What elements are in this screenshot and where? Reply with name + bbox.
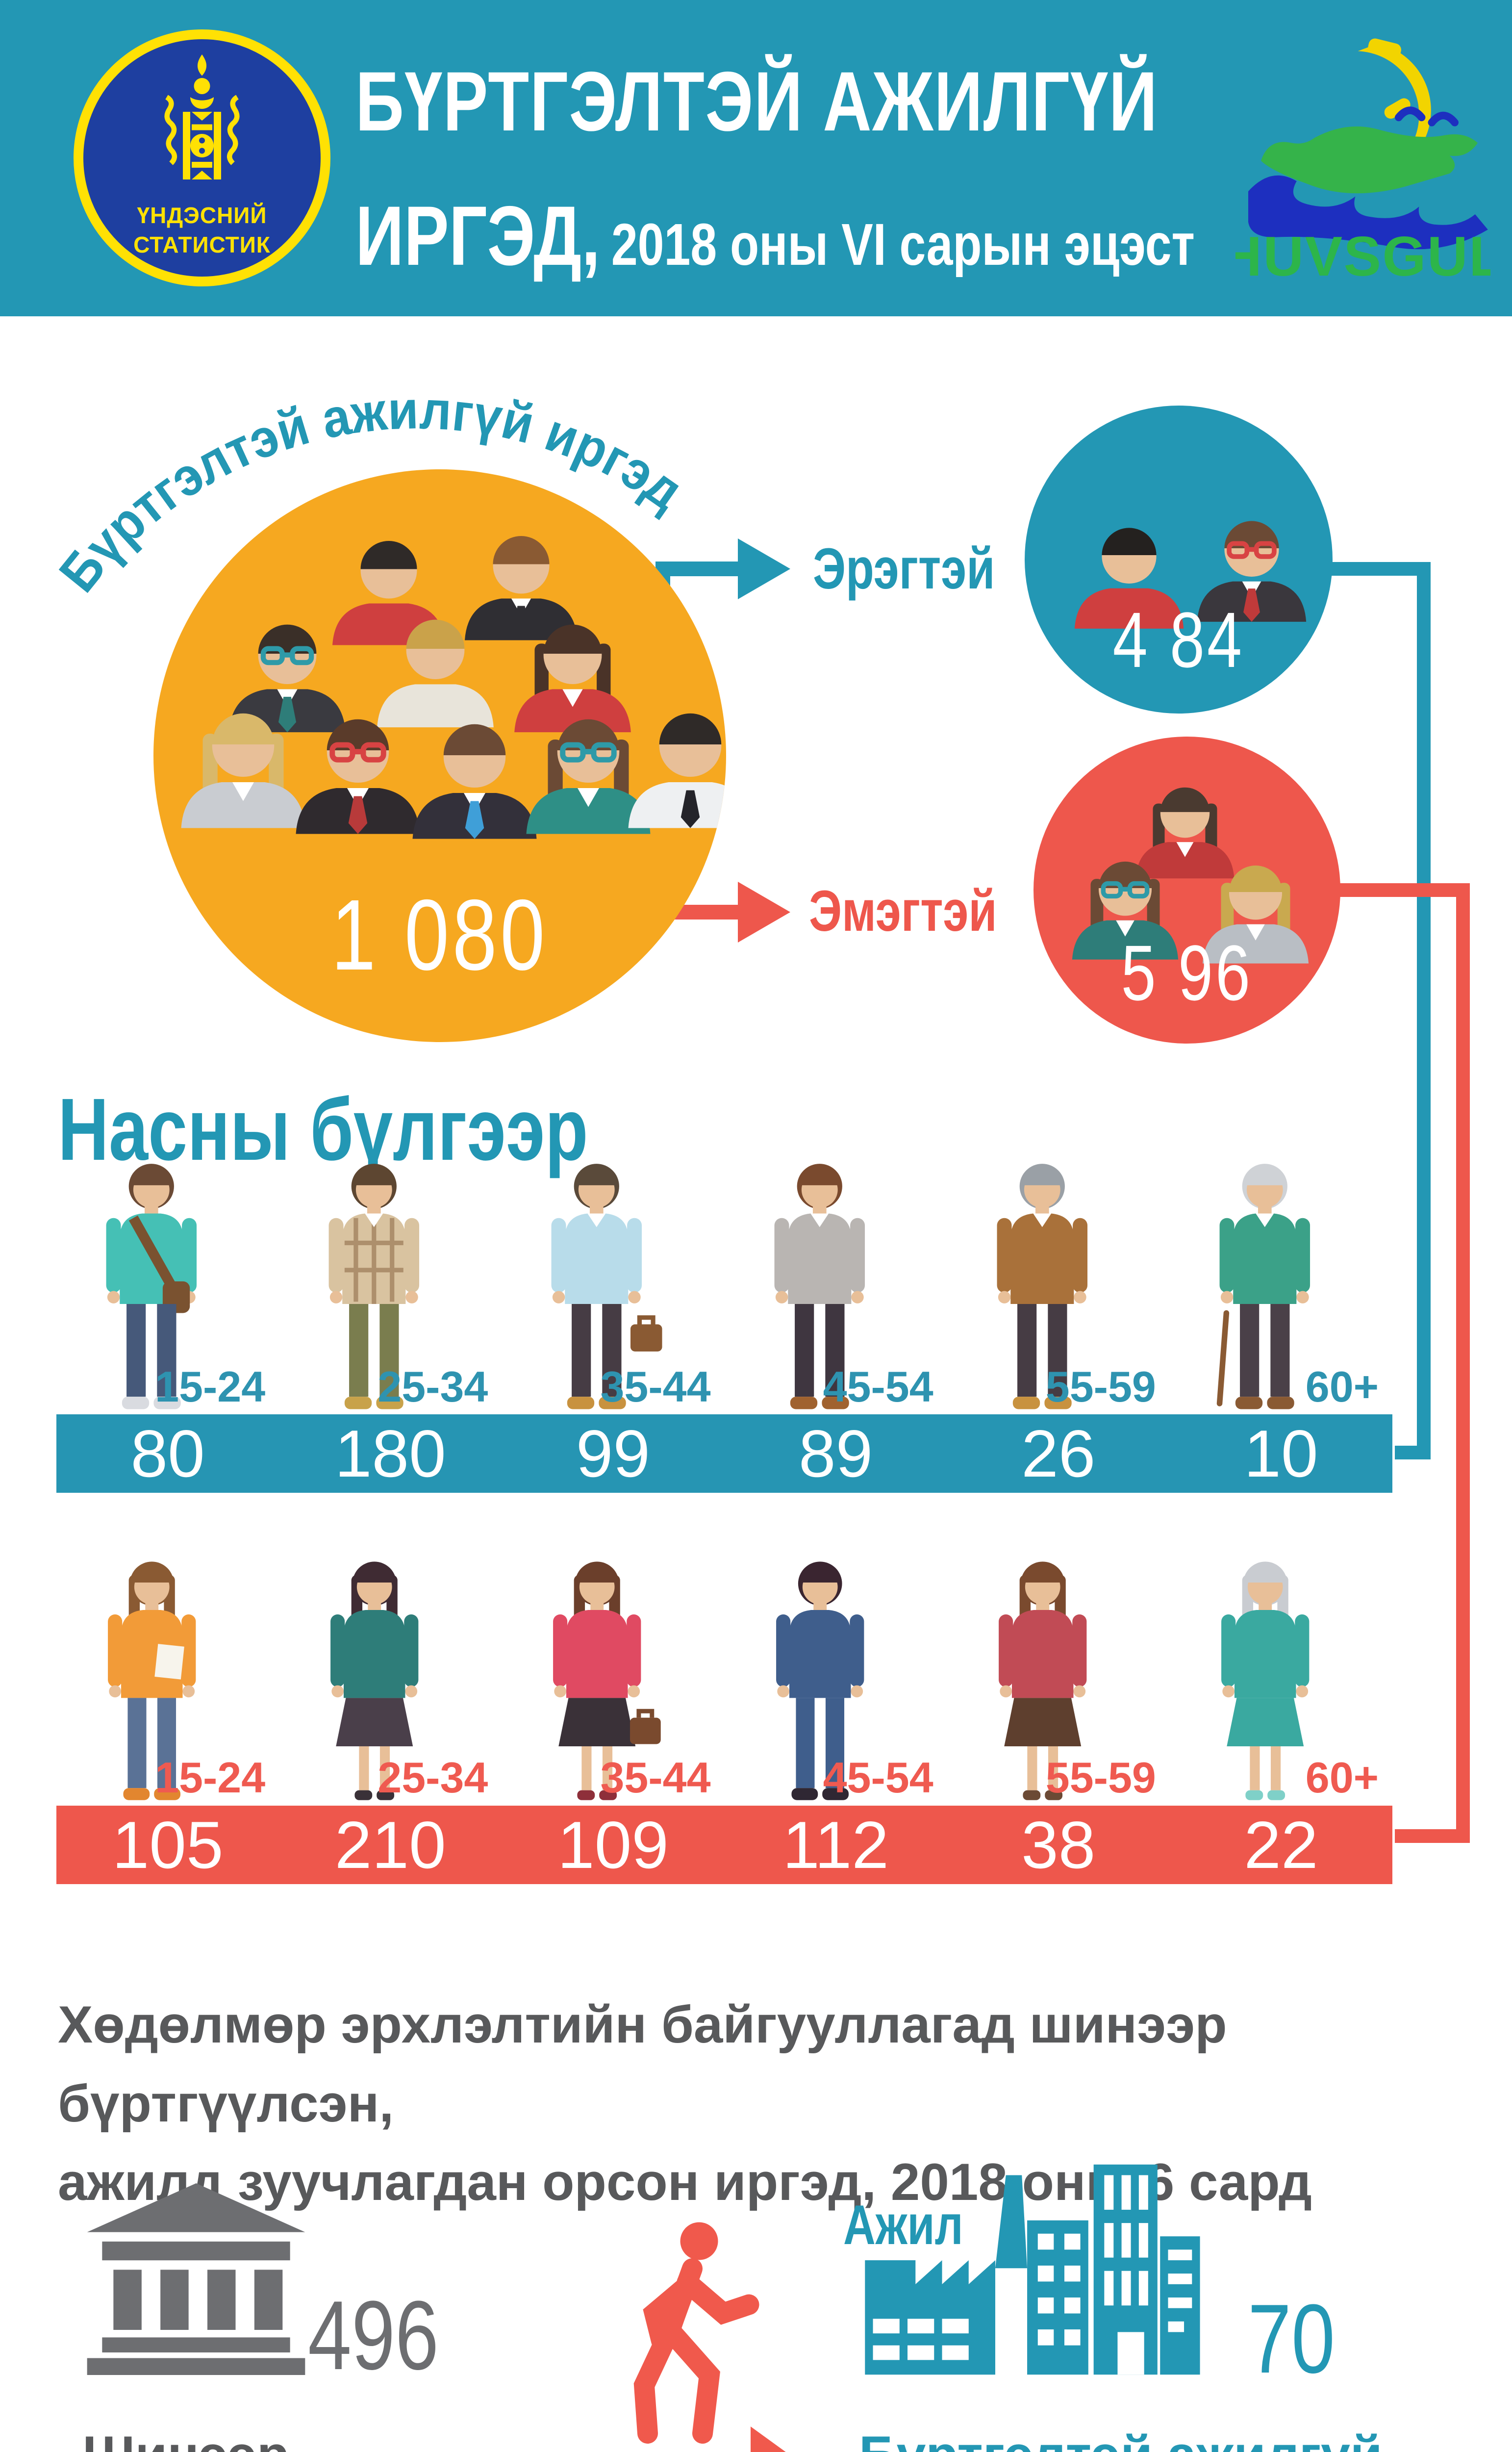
female-bar-value: 22: [1244, 1808, 1318, 1882]
male-age-figures-row: 15-24 25-34: [56, 1148, 1392, 1415]
page-subtitle: ИРГЭД, 2018 оны VI сарын эцэст: [355, 187, 1405, 284]
male-figure-45-54: 45-54: [725, 1148, 947, 1415]
female-figure-55-59: 55-59: [947, 1547, 1170, 1806]
age-label: 55-59: [1045, 1362, 1156, 1411]
female-figure-25-34: 25-34: [279, 1547, 502, 1806]
female-bar-value: 112: [782, 1808, 889, 1882]
male-circle: 4 84: [1025, 406, 1333, 714]
male-values-bar: 80 180 99 89 26 10: [56, 1414, 1392, 1493]
male-bar-value: 99: [576, 1416, 651, 1491]
female-value: 5 96: [1121, 929, 1253, 1017]
male-illustration: [1025, 406, 1333, 714]
header: ҮНДЭСНИЙ СТАТИСТИК БҮРТГЭЛТЭЙ АЖИЛГҮЙ ИР…: [0, 0, 1512, 316]
male-figure-15-24: 15-24: [56, 1148, 279, 1415]
female-label: Эмэгтэй: [809, 879, 997, 944]
age-label: 60+: [1305, 1362, 1379, 1411]
age-label: 15-24: [155, 1362, 266, 1411]
age-label: 15-24: [155, 1753, 266, 1802]
crowd-illustration: [153, 469, 726, 1042]
brand-name: HUVSGUL: [1235, 225, 1490, 288]
age-label: 35-44: [600, 1753, 711, 1802]
female-illustration: [1033, 737, 1340, 1044]
age-label: 35-44: [600, 1362, 711, 1411]
male-bar-value: 89: [798, 1416, 873, 1491]
male-figure-35-44: 35-44: [502, 1148, 724, 1415]
age-label: 45-54: [823, 1362, 933, 1411]
employed-label: Бүртгэлтэй ажилгүй иргэдээс ажилд орсон …: [859, 2415, 1467, 2452]
work-label: Ажил: [843, 2194, 963, 2256]
male-figure-55-59: 55-59: [947, 1148, 1170, 1415]
male-bar-value: 180: [334, 1416, 446, 1491]
female-figure-60plus: 60+: [1170, 1547, 1392, 1806]
age-label: 25-34: [378, 1753, 488, 1802]
factory-buildings-icon: [865, 2164, 1200, 2375]
registered-label: Шинээр бүртгүүлсэн ажилгүй иргэд: [82, 2415, 582, 2452]
male-bar-value: 80: [130, 1416, 205, 1491]
male-label: Эрэгтэй: [813, 536, 995, 601]
male-bar-value: 26: [1021, 1416, 1096, 1491]
female-figure-35-44: 35-44: [502, 1547, 724, 1806]
female-values-bar: 105 210 109 112 38 22: [56, 1806, 1392, 1884]
soyombo-icon: [164, 54, 240, 179]
age-label: 45-54: [823, 1753, 933, 1802]
male-bar-value: 10: [1244, 1416, 1318, 1491]
subtitle-date: 2018 оны VI сарын эцэст: [611, 211, 1195, 278]
female-circle: 5 96: [1033, 737, 1340, 1044]
age-label: 55-59: [1045, 1753, 1156, 1802]
huvsgul-logo: HUVSGUL: [1221, 33, 1503, 293]
emblem-org-name-line2: СТАТИСТИК: [133, 232, 271, 257]
total-value: 1 080: [331, 879, 549, 991]
age-label: 60+: [1305, 1753, 1379, 1802]
age-section-heading: Насны бүлгээр: [58, 1080, 588, 1179]
labor-office-building-icon: [87, 2183, 305, 2375]
total-circle: 1 080: [153, 469, 726, 1042]
walking-person-arrow-icon: [633, 2222, 786, 2452]
female-figure-15-24: 15-24: [56, 1547, 279, 1806]
registered-value: 496: [308, 2281, 439, 2390]
male-figure-60plus: 60+: [1170, 1148, 1392, 1415]
female-bar-value: 105: [112, 1808, 224, 1882]
male-figure-25-34: 25-34: [279, 1148, 502, 1415]
male-value: 4 84: [1112, 596, 1245, 684]
age-label: 25-34: [378, 1362, 488, 1411]
male-arrow-icon: [738, 538, 790, 599]
female-bar-value: 210: [334, 1808, 446, 1882]
subtitle-main: ИРГЭД,: [355, 189, 601, 283]
deer-lake-icon: HUVSGUL: [1221, 38, 1503, 288]
employed-value: 70: [1248, 2284, 1335, 2394]
page-title: БҮРТГЭЛТЭЙ АЖИЛГҮЙ: [355, 54, 1159, 149]
emblem-org-name-line1: ҮНДЭСНИЙ: [137, 203, 267, 228]
female-figure-45-54: 45-54: [725, 1547, 947, 1806]
female-bar-value: 109: [557, 1808, 669, 1882]
female-bar-value: 38: [1021, 1808, 1096, 1882]
employment-intro-line1: Хөдөлмөр эрхлэлтийн байгууллагад шинээр …: [58, 1995, 1227, 2133]
female-arrow-icon: [738, 882, 790, 943]
female-age-figures-row: 15-24 25-34: [56, 1547, 1392, 1806]
